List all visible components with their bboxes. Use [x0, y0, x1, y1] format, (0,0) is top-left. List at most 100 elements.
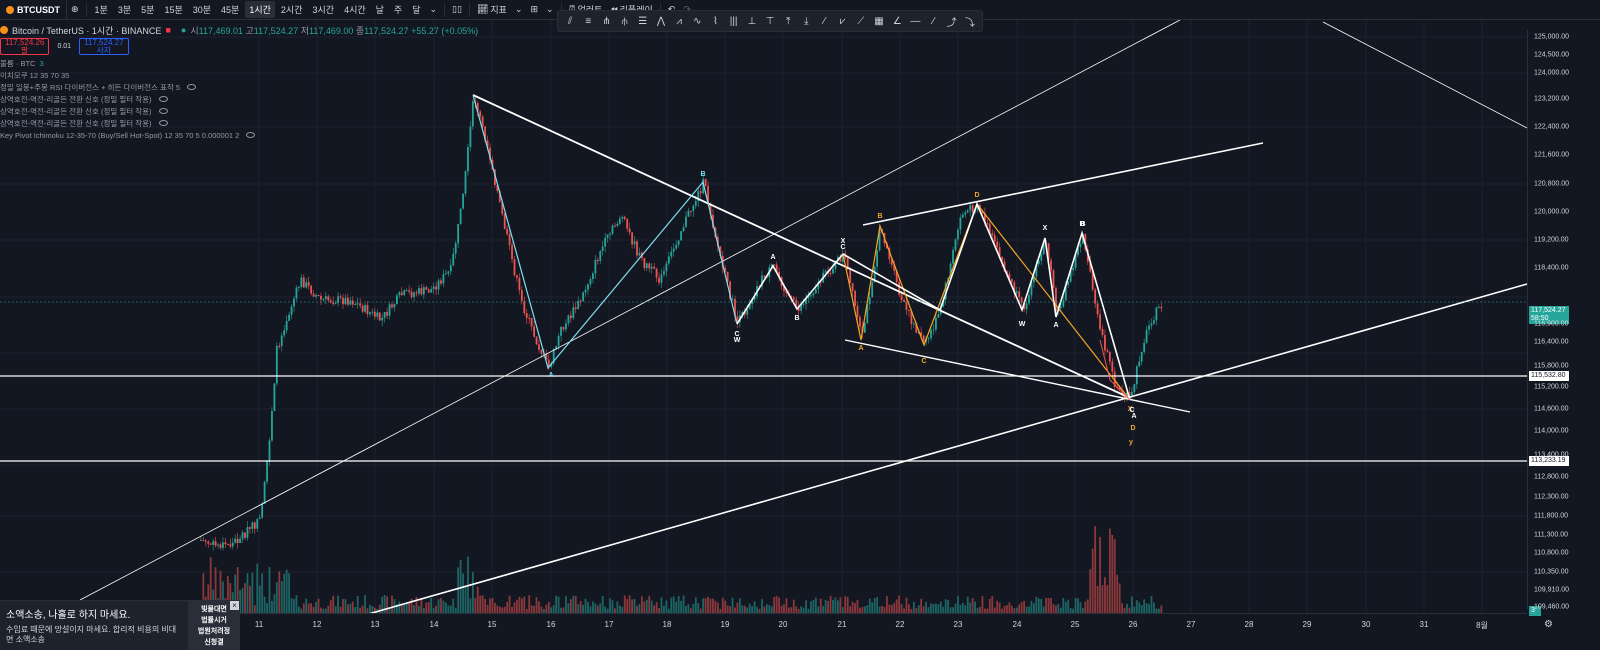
templates-dropdown-icon[interactable]: ⌄ — [546, 4, 554, 14]
wave-label[interactable]: X — [1128, 406, 1133, 413]
wave-label[interactable]: W — [1019, 321, 1026, 328]
parallel-channel-icon[interactable]: ≡ — [585, 15, 592, 27]
trendline-support[interactable] — [365, 283, 1527, 613]
date-range-icon[interactable]: ⤒ — [785, 15, 791, 27]
wave-label[interactable]: C — [734, 331, 739, 338]
wedge-upper-line[interactable] — [472, 94, 1131, 399]
interval-7[interactable]: 2시간 — [280, 5, 303, 15]
interval-6[interactable]: 1시간 — [245, 1, 275, 18]
lock-icon[interactable]: ⤵ — [964, 17, 975, 29]
short-position-icon[interactable]: ⊤ — [765, 15, 775, 27]
elliott-icon[interactable]: ⌇ — [713, 15, 718, 27]
wave-label[interactable]: A — [548, 372, 553, 379]
wave-label[interactable]: A — [858, 345, 863, 352]
indicators-button[interactable]: 📈︎ 지표 — [473, 3, 511, 16]
interval-10[interactable]: 날 — [375, 5, 384, 15]
price-axis[interactable]: 115,532.80 113,233.19 117,524.27 58:50 3… — [1527, 30, 1600, 616]
interval-4[interactable]: 30분 — [192, 5, 212, 15]
interval-12[interactable]: 달 — [412, 5, 421, 15]
wave-label[interactable]: X — [1043, 225, 1048, 232]
interval-dropdown-icon[interactable]: ⌄ — [429, 4, 438, 14]
wave-label[interactable]: A — [1131, 413, 1136, 420]
indicator-row[interactable]: 이치모쿠 12 35 70 35 — [0, 69, 478, 81]
wave-label[interactable]: B — [877, 213, 882, 220]
wave-white-w[interactable] — [736, 253, 844, 325]
visibility-eye-icon[interactable] — [158, 120, 168, 126]
brush-icon[interactable]: ∕ — [932, 15, 935, 27]
path-icon[interactable]: ⋀ — [656, 15, 666, 27]
wave-cyan[interactable] — [472, 94, 738, 370]
zigzag-icon[interactable]: ⩗ — [839, 15, 846, 27]
indicator-row[interactable]: 상역호전-역전-리골든 전환 신호 (정밀 필터 작용) — [0, 117, 478, 129]
wave-label[interactable]: C — [840, 244, 845, 251]
wave-label[interactable]: W — [734, 337, 741, 344]
interval-8[interactable]: 3시간 — [312, 5, 335, 15]
long-position-icon[interactable]: ⊥ — [747, 15, 757, 27]
time-axis[interactable]: 11 12 13 14 15 16 17 18 19 20 21 22 23 24 25 26 27 28 29 30… — [0, 613, 1527, 650]
trendline-descending-top-right[interactable] — [1322, 21, 1527, 129]
interval-5[interactable]: 45분 — [221, 5, 240, 15]
horizontal-ray-icon[interactable]: — — [910, 15, 921, 27]
ray-icon[interactable]: ⟋ — [857, 15, 865, 27]
pitchfork-icon[interactable]: ⫛ — [621, 15, 628, 27]
interval-11[interactable]: 주 — [393, 5, 403, 15]
user-drawings[interactable] — [0, 20, 1527, 613]
measure-icon[interactable]: ▦ — [874, 15, 884, 27]
wave-label[interactable]: D — [974, 192, 979, 199]
wave-icon[interactable]: ∿ — [693, 15, 702, 27]
price-range-icon[interactable]: ⤓ — [804, 15, 809, 27]
wave-pink-final[interactable] — [1099, 339, 1131, 401]
visibility-eye-icon[interactable] — [187, 84, 197, 90]
interval-0[interactable]: 1분 — [94, 5, 108, 15]
visibility-eye-icon[interactable] — [158, 96, 168, 102]
trendline-icon[interactable]: ⫽ — [567, 15, 573, 27]
interval-1[interactable]: 3분 — [117, 5, 132, 15]
indicators-dropdown-icon[interactable]: ⌄ — [514, 4, 523, 14]
fork-icon[interactable]: ⋔ — [602, 15, 611, 27]
add-symbol-icon[interactable]: ⊕ — [71, 4, 79, 14]
visibility-eye-icon[interactable] — [158, 108, 168, 114]
xabcd-icon[interactable]: ⩘ — [676, 15, 682, 27]
wave-label[interactable]: C — [1129, 407, 1134, 414]
redo-icon[interactable]: ↷ — [683, 4, 691, 14]
wave-orange[interactable] — [842, 202, 1131, 401]
indicator-row[interactable]: Key Pivot Ichimoku 12-35-70 (Buy/Sell Ho… — [0, 129, 478, 141]
ad-banner[interactable]: 소액소송, 나홀로 하지 마세요. 수임료 때문에 망설이지 마세요. 합리적 … — [0, 600, 188, 650]
wave-label[interactable]: A — [770, 254, 775, 261]
bars-icon[interactable]: ||| — [729, 15, 738, 27]
angle-icon[interactable]: ∠ — [892, 15, 902, 27]
wave-label[interactable]: B — [794, 315, 799, 322]
templates-icon[interactable]: ⊞ — [530, 4, 539, 14]
wave-label[interactable]: A — [1053, 322, 1058, 329]
trendline-long-ascending[interactable] — [79, 20, 1181, 601]
indicator-row[interactable]: 상역호전-역전-리골든 전환 신호 (정밀 필터 작용) — [0, 105, 478, 117]
horizontal-lines-icon[interactable]: ☰ — [638, 15, 648, 27]
polyline-icon[interactable]: ⁄ — [823, 15, 826, 27]
wave-label[interactable]: D — [1130, 425, 1135, 432]
indicator-row[interactable]: 정밀 일봉+주봉 RSI 다이버전스 + 히든 다이버전스 표작 5 — [0, 81, 478, 93]
wave-white-main[interactable] — [842, 201, 1131, 401]
wave-label[interactable]: B — [1080, 221, 1085, 228]
wave-label[interactable]: y — [1129, 439, 1133, 446]
wave-label[interactable]: B — [700, 171, 705, 178]
symbol-search[interactable]: BTCUSDT — [0, 0, 67, 20]
undo-icon[interactable]: ↶ — [667, 4, 676, 14]
candle-type-icon[interactable]: ▯▯ — [452, 4, 462, 14]
wave-label[interactable]: C — [921, 358, 926, 365]
interval-9[interactable]: 4시간 — [344, 5, 366, 15]
indicator-row[interactable]: 상역호전-역전-리골든 전환 신호 (정밀 필터 작용) — [0, 93, 478, 105]
legend-title[interactable]: Bitcoin / TetherUS · 1시간 · BINANCE — [12, 25, 162, 36]
wave-label[interactable]: B — [1079, 221, 1084, 228]
buy-button[interactable]: 117,524.27 사자 — [79, 38, 129, 55]
ad-close-icon[interactable]: × — [230, 601, 239, 610]
visibility-eye-icon[interactable] — [246, 132, 256, 138]
arrow-icon[interactable]: ⤴ — [946, 17, 957, 29]
wedge-lower-line[interactable] — [844, 339, 1191, 413]
sell-button[interactable]: 117,524.26 팔 — [0, 38, 50, 55]
wave-label[interactable]: X — [841, 238, 846, 245]
channel-upper-line[interactable] — [862, 142, 1264, 226]
interval-2[interactable]: 5분 — [141, 5, 155, 15]
chart-settings-icon[interactable]: ⚙︎ — [1544, 619, 1553, 630]
volume-legend[interactable]: 볼륨 · BTC 3 — [0, 57, 478, 69]
